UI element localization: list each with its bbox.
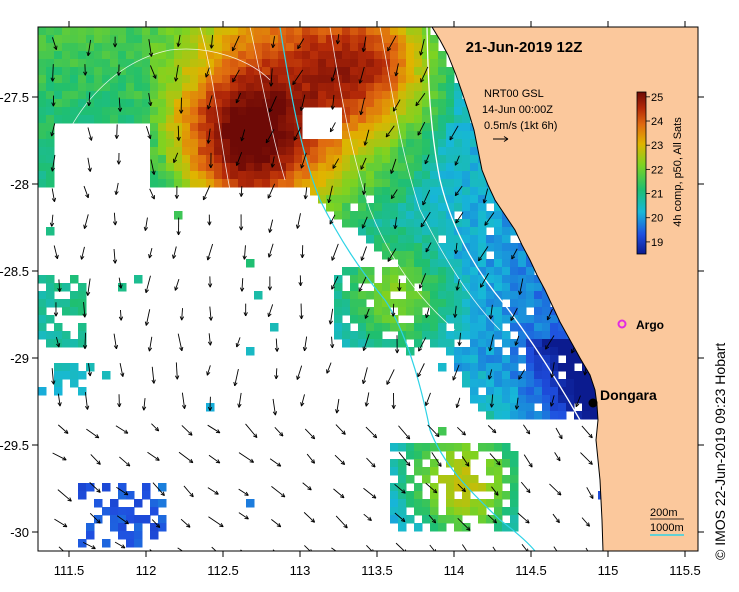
sst-field [38,27,639,548]
map-title: 21-Jun-2019 12Z [466,39,583,56]
x-tick-label: 114 [444,563,465,578]
x-tick-label: 112 [136,563,157,578]
colorbar-tick-label: 20 [651,213,663,225]
colorbar-tick-label: 22 [651,164,663,176]
colorbar-tick-label: 19 [651,237,663,249]
legend-line-2: 14-Jun 00:00Z [482,104,553,116]
colorbar-tick-label: 24 [651,116,663,128]
colorbar: 25 24 23 22 21 20 19 4h comp, p50, All Sats [636,91,684,255]
place-markers: Dongara Argo [588,318,664,408]
y-axis: -27.5 -28 -28.5 -29 -29.5 -30 [0,90,704,540]
sst-contours [59,27,501,331]
imos-credit: © IMOS 22-Jun-2019 09:23 Hobart [712,342,728,560]
colorbar-label: 4h comp, p50, All Sats [672,117,684,227]
colorbar-tick-label: 23 [651,140,663,152]
vector-legend: NRT00 GSL 14-Jun 00:00Z 0.5m/s (1kt 6h) [482,88,557,142]
isobath-legend-200m: 200m [650,507,678,519]
colorbar-tick-label: 25 [651,92,663,104]
plot-frame [37,26,699,552]
x-tick-label: 113 [290,563,311,578]
y-tick-label: -30 [10,525,29,540]
dongara-label: Dongara [600,387,657,403]
y-tick-label: -28 [10,177,29,192]
land-mass [431,27,698,551]
colorbar-ticks: 25 24 23 22 21 20 19 [646,92,663,249]
legend-line-1: NRT00 GSL [484,88,544,100]
colorbar-tick-label: 21 [651,189,663,201]
argo-label: Argo [636,318,664,332]
x-tick-label: 112.5 [207,563,239,578]
x-tick-label: 115 [598,563,619,578]
x-tick-label: 114.5 [515,563,547,578]
x-tick-label: 115.5 [669,563,701,578]
dongara-marker [588,398,598,408]
isobath-1000m [279,27,536,551]
y-tick-label: -29.5 [0,438,29,453]
y-tick-label: -29 [10,351,29,366]
x-tick-label: 111.5 [54,563,85,578]
x-axis: 111.5 112 112.5 113 113.5 114 114.5 115 115.5 [54,21,701,578]
colorbar-swatch [636,91,647,255]
y-tick-label: -28.5 [0,264,29,279]
x-tick-label: 113.5 [361,563,393,578]
argo-marker [617,319,627,329]
legend-line-3: 0.5m/s (1kt 6h) [484,120,557,132]
y-tick-label: -27.5 [0,90,29,105]
isobath-legend: 200m 1000m [650,507,684,536]
isobath-200m [426,27,601,551]
isobath-legend-1000m: 1000m [650,522,684,534]
